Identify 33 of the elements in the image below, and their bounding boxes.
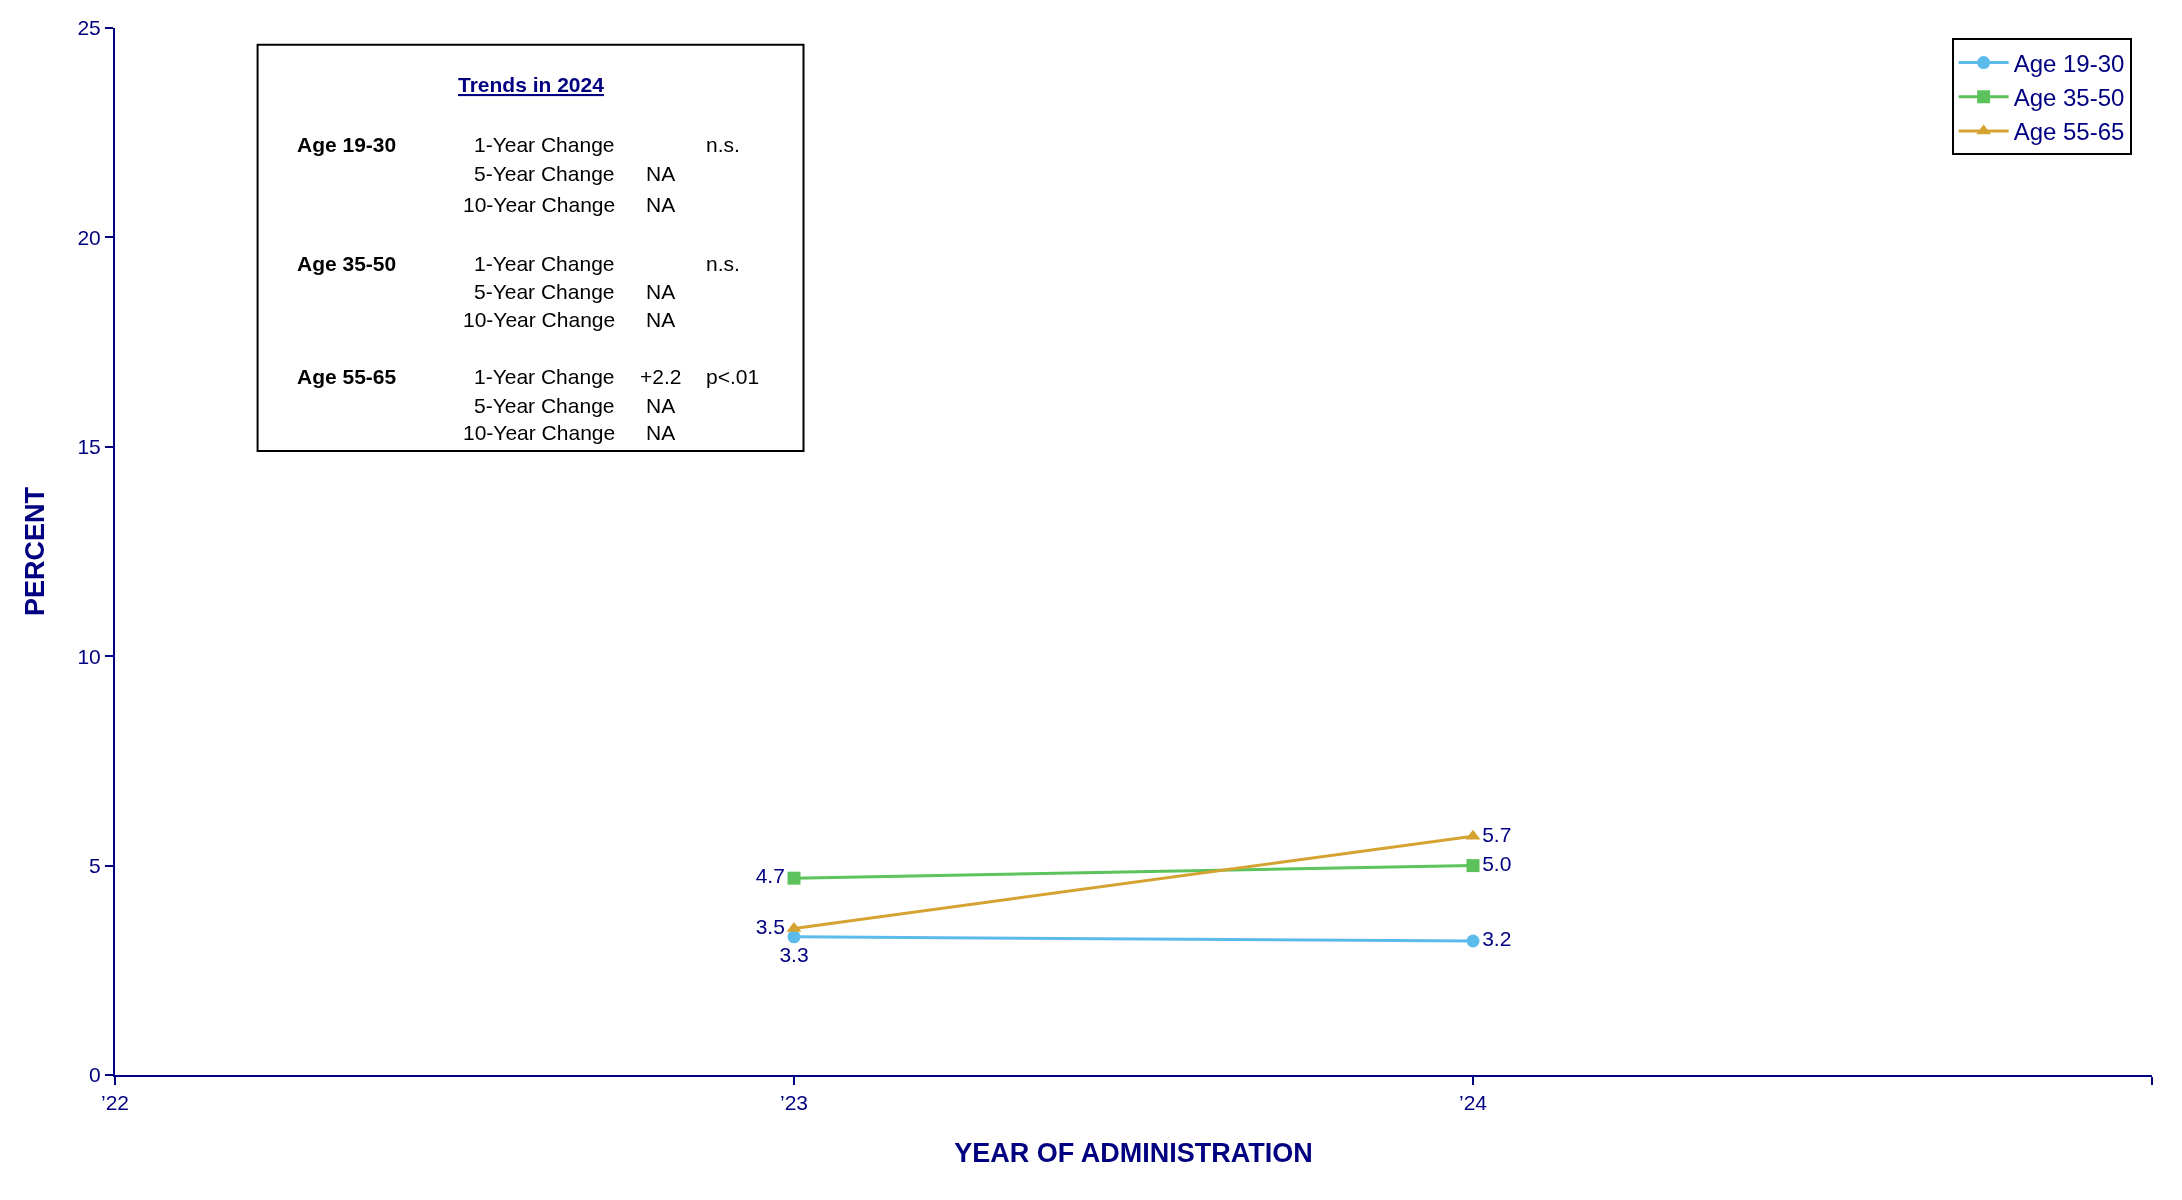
data-label: 5.0 (1482, 851, 1512, 875)
y-tick-label: 15 (77, 435, 101, 459)
text: Age 55-65 1-Year Change +2.2 p<.01 (297, 365, 760, 388)
text: 10-Year Change NA (463, 193, 676, 216)
text: 10-Year Change NA (463, 308, 676, 331)
text: Age 35-50 1-Year Change n.s. (297, 252, 740, 275)
annotation: Trends in 2024 (458, 73, 605, 96)
x-tick-label: ’23 (779, 1091, 809, 1115)
point (1466, 859, 1480, 873)
text: 5-Year Change NA (474, 162, 676, 185)
text: Age 19-30 1-Year Change n.s. (297, 133, 740, 156)
y-axis-title: PERCENT (19, 486, 50, 617)
y-tick-label: 10 (77, 644, 101, 668)
point (1466, 934, 1480, 948)
legend-label: Age 35-50 (2013, 84, 2125, 112)
y-tick-label: 0 (89, 1063, 101, 1087)
legend-label: Age 55-65 (2013, 118, 2125, 146)
data-label: 3.3 (779, 942, 809, 966)
text: 5-Year Change NA (474, 394, 676, 417)
x-axis-title: YEAR OF ADMINISTRATION (954, 1138, 1313, 1169)
point (787, 871, 801, 885)
data-label: 3.2 (1482, 927, 1512, 951)
y-tick-label: 20 (77, 225, 101, 249)
y-tick-label: 25 (77, 16, 101, 40)
x-tick-label: ’22 (100, 1091, 130, 1115)
text: 10-Year Change NA (463, 421, 676, 444)
data-label: 5.7 (1482, 822, 1512, 846)
y-tick-label: 5 (89, 853, 101, 877)
data-label: 3.5 (755, 914, 785, 938)
data-label: 4.7 (755, 864, 785, 888)
x-tick-label: ’24 (1458, 1091, 1488, 1115)
text: 5-Year Change NA (474, 280, 676, 303)
legend-label: Age 19-30 (2013, 49, 2125, 77)
